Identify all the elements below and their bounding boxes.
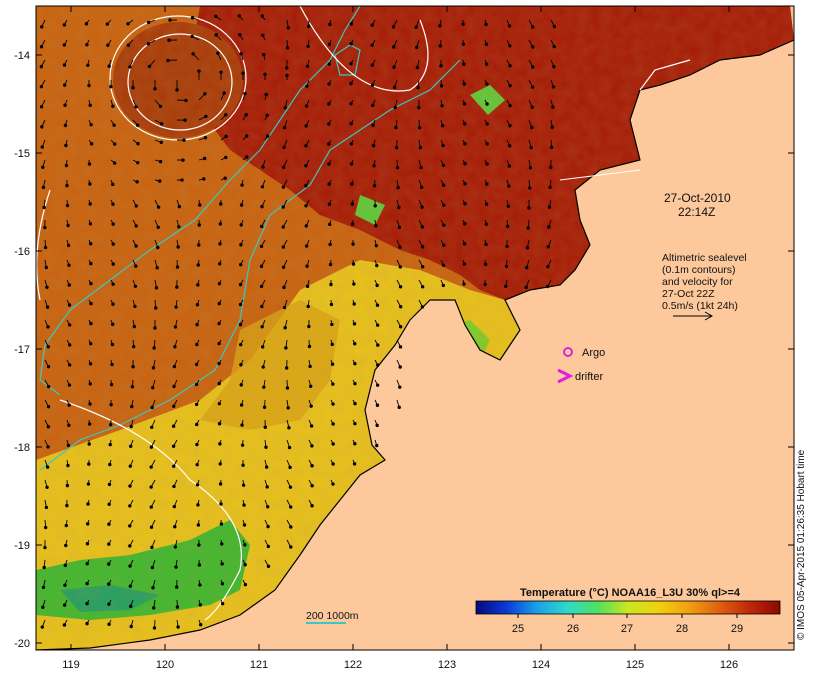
altimetry-line-5: 0.5m/s (1kt 24h) (662, 300, 738, 312)
x-axis: 119 120 121 122 123 124 125 126 (62, 6, 738, 671)
x-tick-label: 126 (720, 659, 738, 671)
datetime-line2: 22:14Z (678, 205, 715, 219)
x-tick-label: 122 (344, 659, 362, 671)
credit-text: © IMOS 05-Apr-2015 01:26:35 Hobart time (796, 449, 807, 640)
y-tick-label: -14 (14, 50, 30, 62)
velocity-vectors (39, 14, 557, 630)
argo-label: Argo (582, 347, 605, 359)
plot-frame (35, 5, 795, 651)
altimetry-line-1: Altimetric sealevel (662, 252, 747, 264)
y-tick-label: -15 (14, 148, 30, 160)
altimetry-line-4: 27-Oct 22Z (662, 288, 715, 300)
colorbar-tick-label: 27 (621, 623, 633, 635)
x-tick-label: 124 (532, 659, 550, 671)
altimetry-note: Altimetric sealevel (0.1m contours) and … (662, 252, 747, 312)
x-tick-label: 119 (62, 659, 80, 671)
coastline (36, 39, 794, 650)
y-tick-label: -18 (14, 442, 30, 454)
x-tick-label: 121 (250, 659, 268, 671)
depth-legend-label: 200 1000m (306, 610, 359, 622)
argo-marker (563, 347, 573, 357)
reference-arrow (673, 311, 714, 321)
y-tick-label: -19 (14, 540, 30, 552)
colorbar-gradient (475, 600, 781, 615)
colorbar-tick-label: 29 (731, 623, 743, 635)
x-tick-label: 123 (438, 659, 456, 671)
y-tick-label: -16 (14, 246, 30, 258)
colorbar-tick-label: 28 (676, 623, 688, 635)
drifter-label: drifter (575, 371, 603, 383)
colorbar-title: Temperature (°C) NOAA16_L3U 30% ql>=4 (520, 587, 741, 599)
x-tick-label: 125 (626, 659, 644, 671)
y-tick-label: -17 (14, 344, 30, 356)
colorbar-tick-label: 26 (567, 623, 579, 635)
isobath-200m (39, 6, 361, 396)
x-tick-label: 120 (156, 659, 174, 671)
altimetry-line-2: (0.1m contours) (662, 264, 736, 276)
altimetry-line-3: and velocity for (662, 276, 733, 288)
drifter-marker (557, 368, 574, 384)
colorbar-tick-label: 25 (512, 623, 524, 635)
datetime-line1: 27-Oct-2010 (664, 191, 731, 205)
y-axis: -14 -15 -16 -17 -18 -19 -20 (14, 50, 794, 650)
y-tick-label: -20 (14, 638, 30, 650)
colorbar: Temperature (°C) NOAA16_L3U 30% ql>=4 25… (475, 587, 781, 635)
